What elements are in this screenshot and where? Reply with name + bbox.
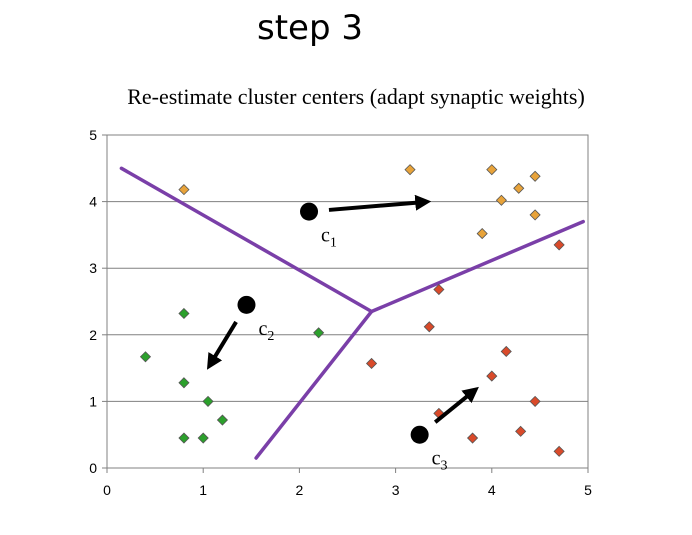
center-move-arrow: [328, 194, 432, 212]
data-point: [529, 209, 541, 221]
center-move-arrow: [433, 386, 479, 424]
data-point: [365, 357, 378, 370]
cluster-center-label: c1: [321, 225, 337, 251]
data-point: [202, 395, 214, 407]
plot-area: [106, 134, 589, 469]
data-point: [178, 432, 190, 444]
y-tick-label: 1: [89, 393, 97, 409]
data-point: [486, 370, 498, 382]
x-tick-label: 4: [488, 482, 496, 498]
x-tick-label: 0: [103, 482, 111, 498]
data-point: [404, 164, 416, 176]
y-tick-label: 4: [89, 194, 97, 210]
x-tick-label: 2: [296, 482, 304, 498]
y-tick-label: 0: [89, 460, 97, 476]
data-point: [515, 425, 527, 437]
data-point: [513, 182, 525, 194]
data-point: [433, 283, 445, 296]
data-point: [197, 432, 209, 444]
data-point: [139, 351, 152, 363]
data-point: [216, 414, 229, 426]
data-point: [553, 445, 565, 457]
x-tick-label: 3: [392, 482, 400, 498]
y-tick-label: 3: [89, 260, 97, 276]
cluster-center: [410, 425, 429, 444]
y-tick-label: 5: [89, 127, 97, 143]
data-point: [529, 395, 541, 407]
data-point: [476, 228, 488, 240]
data-point: [178, 184, 190, 196]
cluster-boundary-line: [254, 309, 374, 460]
data-point: [495, 194, 507, 206]
cluster-center-label: c2: [258, 318, 274, 344]
data-point: [486, 164, 498, 176]
data-point: [178, 377, 190, 389]
slide-title: step 3: [257, 8, 363, 48]
data-point: [500, 345, 512, 358]
data-point: [553, 239, 565, 251]
y-tick-label: 2: [89, 327, 97, 343]
center-move-arrow: [206, 320, 238, 370]
data-point: [529, 170, 541, 182]
data-point: [423, 321, 435, 333]
chart-title: Re-estimate cluster centers (adapt synap…: [127, 84, 585, 109]
data-point: [178, 307, 190, 320]
data-point: [313, 327, 325, 339]
cluster-boundary-line: [369, 219, 585, 314]
x-tick-label: 5: [584, 482, 592, 498]
cluster-center-label: c3: [432, 448, 448, 474]
data-point: [466, 432, 479, 444]
cluster-center: [300, 202, 319, 221]
cluster-center: [237, 295, 256, 314]
x-tick-label: 1: [199, 482, 207, 498]
cluster-boundary-line: [119, 166, 374, 314]
